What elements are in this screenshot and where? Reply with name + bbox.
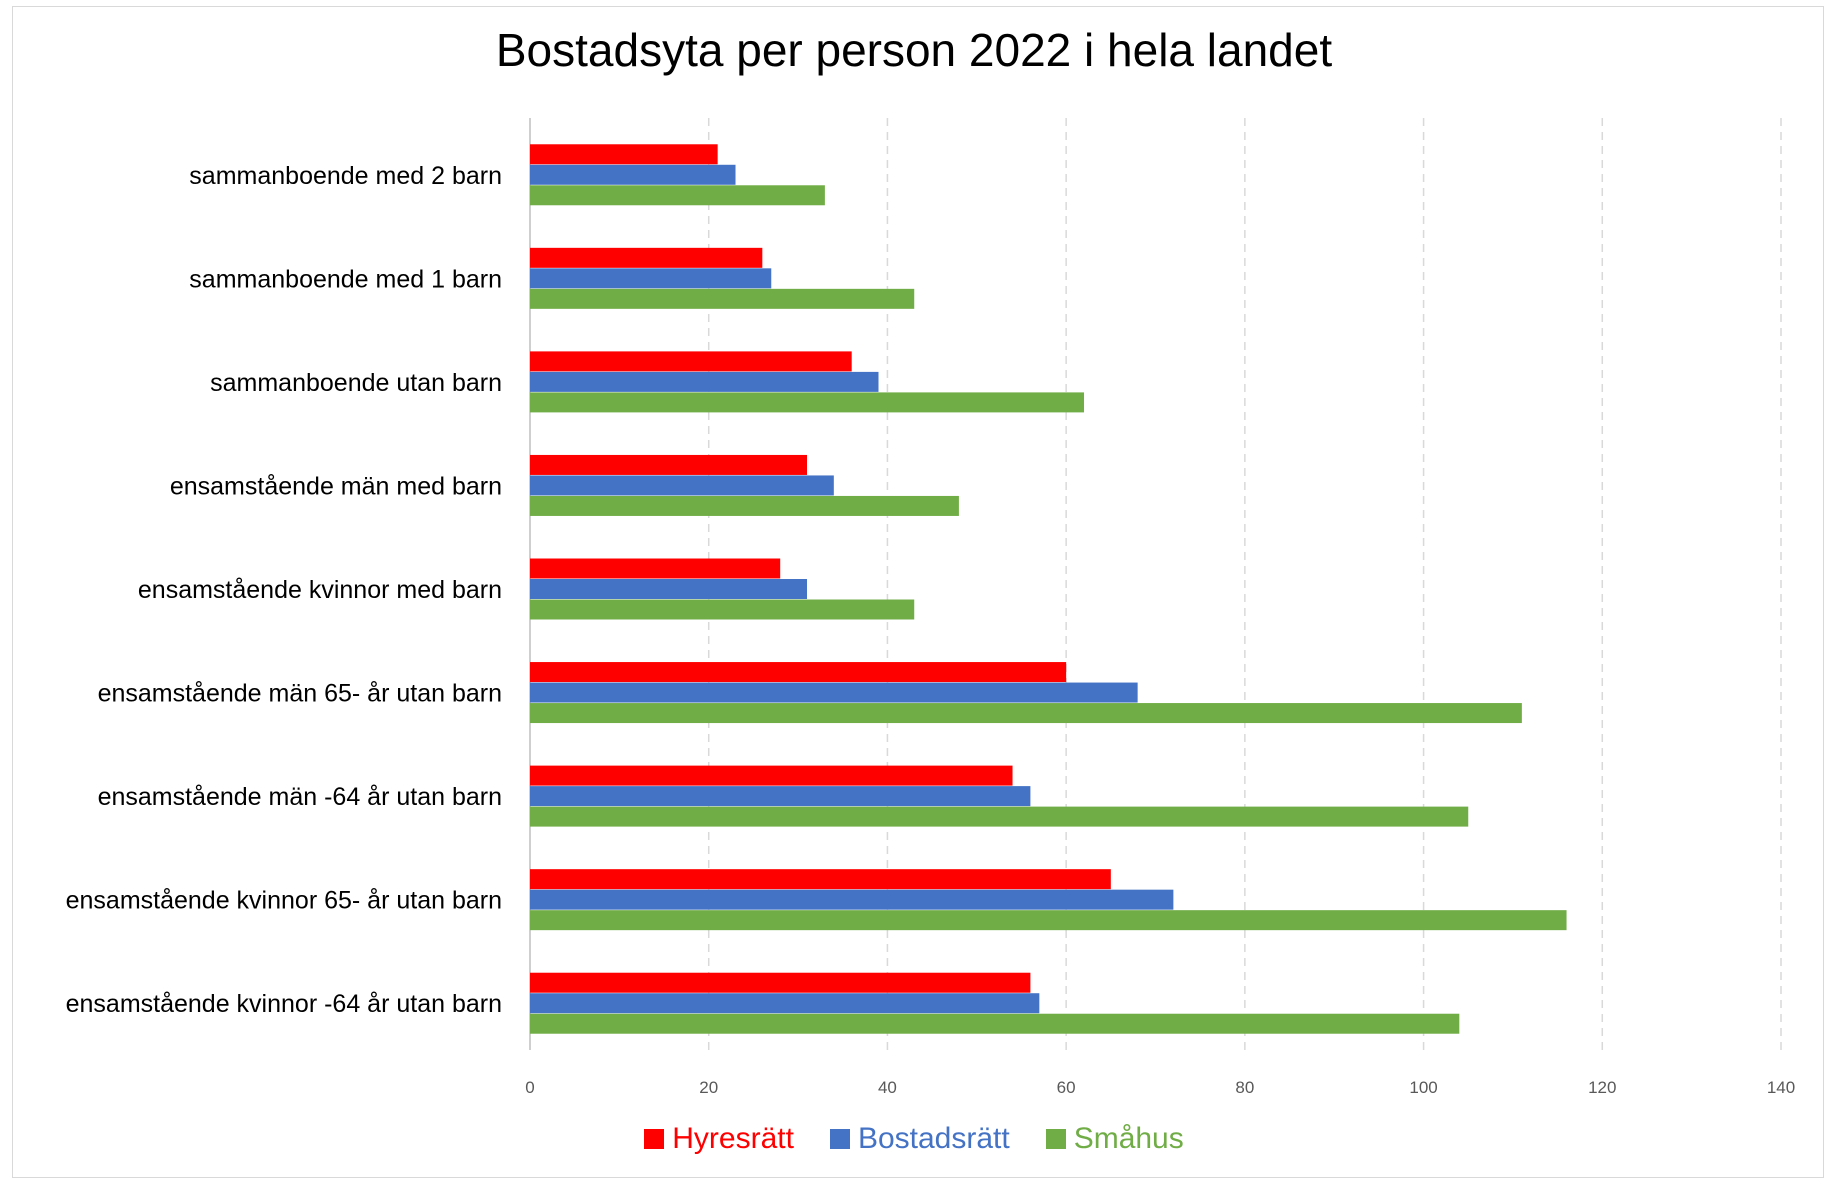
bar-hyresr-tt-4 xyxy=(530,558,781,579)
bar-bostadsr-tt-4 xyxy=(530,579,808,599)
category-labels: sammanboende med 2 barn sammanboende med … xyxy=(66,162,502,1018)
x-tick-label: 120 xyxy=(1588,1078,1616,1097)
bar-hyresr-tt-0 xyxy=(530,144,718,165)
x-tick-label: 80 xyxy=(1235,1078,1254,1097)
bar-bostadsr-tt-1 xyxy=(530,268,772,289)
legend-item: Småhus xyxy=(1045,1122,1184,1156)
bar-bostadsr-tt-2 xyxy=(530,371,879,392)
category-label: ensamstående kvinnor 65- år utan barn xyxy=(66,887,502,915)
bar-sm-hus-1 xyxy=(530,288,915,309)
bar-bostadsr-tt-8 xyxy=(530,993,1040,1014)
bar-sm-hus-2 xyxy=(530,392,1085,413)
bar-bostadsr-tt-0 xyxy=(530,164,736,185)
x-tick-label: 100 xyxy=(1409,1078,1437,1097)
bar-bostadsr-tt-5 xyxy=(530,682,1138,703)
legend-swatch xyxy=(1045,1129,1066,1149)
legend-label: Hyresrätt xyxy=(672,1122,794,1155)
bar-sm-hus-6 xyxy=(530,806,1469,827)
category-label: ensamstående kvinnor med barn xyxy=(138,576,502,604)
legend-label: Småhus xyxy=(1073,1122,1184,1155)
category-label: ensamstående män -64 år utan barn xyxy=(98,783,502,811)
bar-sm-hus-7 xyxy=(530,910,1567,931)
bar-bostadsr-tt-6 xyxy=(530,786,1031,807)
category-label: ensamstående kvinnor -64 år utan barn xyxy=(66,990,502,1018)
category-label: sammanboende med 1 barn xyxy=(189,265,502,293)
legend-item: Hyresrätt xyxy=(644,1122,794,1156)
category-label: sammanboende med 2 barn xyxy=(189,162,502,190)
legend-swatch xyxy=(829,1129,850,1149)
bar-bostadsr-tt-3 xyxy=(530,475,834,496)
bar-sm-hus-8 xyxy=(530,1013,1460,1034)
legend-item: Bostadsrätt xyxy=(829,1122,1010,1156)
x-tick-label: 0 xyxy=(525,1078,534,1097)
bar-hyresr-tt-3 xyxy=(530,454,808,475)
bar-hyresr-tt-2 xyxy=(530,351,852,372)
x-tick-label: 20 xyxy=(699,1078,718,1097)
bar-sm-hus-5 xyxy=(530,703,1522,724)
bars xyxy=(530,144,1567,1034)
category-label: ensamstående män 65- år utan barn xyxy=(98,680,502,708)
legend-swatch xyxy=(644,1129,665,1149)
category-label: ensamstående män med barn xyxy=(170,472,502,500)
bar-sm-hus-4 xyxy=(530,599,915,620)
bar-hyresr-tt-6 xyxy=(530,765,1013,786)
x-tick-labels: 0 20 40 60 80 100 120 140 xyxy=(525,1078,1795,1097)
category-label: sammanboende utan barn xyxy=(210,369,502,397)
bar-hyresr-tt-8 xyxy=(530,972,1031,993)
bar-hyresr-tt-1 xyxy=(530,247,763,268)
bar-hyresr-tt-7 xyxy=(530,869,1111,890)
bar-sm-hus-3 xyxy=(530,495,959,516)
chart-title: Bostadsyta per person 2022 i hela landet xyxy=(495,24,1333,76)
legend: Hyresrätt Bostadsrätt Småhus xyxy=(0,1122,1828,1157)
bar-hyresr-tt-5 xyxy=(530,662,1067,683)
legend-label: Bostadsrätt xyxy=(857,1122,1010,1155)
x-tick-label: 40 xyxy=(878,1078,897,1097)
x-tick-label: 140 xyxy=(1767,1078,1795,1097)
x-tick-label: 60 xyxy=(1057,1078,1076,1097)
bar-sm-hus-0 xyxy=(530,185,825,206)
bar-bostadsr-tt-7 xyxy=(530,889,1174,910)
